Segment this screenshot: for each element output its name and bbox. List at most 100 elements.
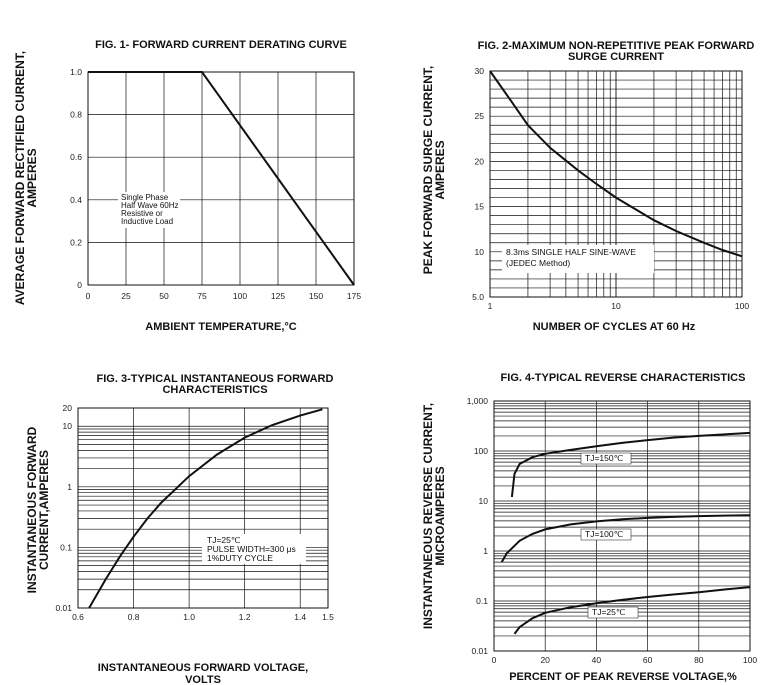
plot-frame	[493, 400, 751, 652]
y-tick-label: 1.0	[70, 67, 82, 77]
series-label: TJ=100℃	[585, 529, 624, 539]
y-axis-label: AMPERES	[433, 140, 447, 199]
chart-1: 0 25 50 75 100 125 150 175 0 0.2 0.4 0.6 0.8 1.0 FIG. …	[13, 39, 361, 333]
y-tick-label: 20	[475, 156, 485, 166]
series-label-box	[580, 528, 632, 541]
y-tick-label: 15	[475, 202, 485, 212]
x-tick-label: 50	[159, 291, 169, 301]
x-tick-label: 25	[121, 291, 131, 301]
annotation-text: PULSE WIDTH=300 μs	[207, 544, 296, 554]
y-axis-label: INSTANTANEOUS FORWARD	[25, 426, 39, 593]
series-line	[88, 408, 323, 609]
series-line	[500, 514, 751, 563]
annotation-text: Resistive or	[121, 209, 163, 218]
x-tick-label: 60	[643, 655, 653, 665]
x-tick-label: 0	[492, 655, 497, 665]
annotation-text: 1%DUTY CYCLE	[207, 553, 273, 563]
x-tick-label: 1.5	[322, 612, 334, 622]
y-tick-label: 0.01	[471, 646, 488, 656]
annotation-text: (JEDEC Method)	[506, 258, 570, 268]
series-line	[489, 70, 743, 258]
x-tick-label: 80	[694, 655, 704, 665]
y-tick-label: 25	[475, 111, 485, 121]
chart-4: 0 20 40 60 80 100 0.01 0.1 1 10 100 1,000 FIG. 4-TYP…	[421, 372, 757, 683]
y-tick-label: 10	[479, 496, 489, 506]
y-tick-label: 20	[63, 403, 73, 413]
annotation-text: Half Wave 60Hz	[121, 201, 179, 210]
x-tick-label: 1.2	[239, 612, 251, 622]
chart-title: FIG. 2-MAXIMUM NON-REPETITIVE PEAK FORWA…	[478, 40, 755, 52]
x-axis-label: NUMBER OF CYCLES AT 60 Hz	[533, 321, 696, 333]
y-tick-label: 5.0	[472, 292, 484, 302]
x-tick-label: 1.4	[294, 612, 306, 622]
y-tick-label: 0.1	[60, 542, 72, 552]
series-label-box	[587, 606, 639, 619]
y-tick-label: 0.1	[476, 596, 488, 606]
x-axis-label: VOLTS	[185, 674, 221, 685]
y-axis-label: AMPERES	[25, 148, 39, 207]
x-tick-label: 10	[611, 301, 621, 311]
chart-title: FIG. 4-TYPICAL REVERSE CHARACTERISTICS	[501, 372, 746, 384]
x-tick-label: 75	[197, 291, 207, 301]
x-tick-label: 100	[735, 301, 749, 311]
y-tick-label: 1,000	[467, 396, 489, 406]
y-tick-label: 0.2	[70, 237, 82, 247]
x-axis-label: INSTANTANEOUS FORWARD VOLTAGE,	[98, 662, 308, 674]
y-tick-label: 30	[475, 66, 485, 76]
annotation-text: Single Phase	[121, 193, 169, 202]
annotation-text: 8.3ms SINGLE HALF SINE-WAVE	[506, 247, 636, 257]
grid	[87, 71, 355, 286]
plot-frame	[489, 70, 743, 298]
y-tick-label: 0.8	[70, 110, 82, 120]
y-tick-label: 10	[63, 421, 73, 431]
y-tick-label: 10	[475, 247, 485, 257]
annotation-bg	[502, 245, 654, 273]
x-tick-label: 100	[743, 655, 757, 665]
grid	[77, 407, 329, 609]
annotation-text: Inductive Load	[121, 217, 173, 226]
x-axis-label: AMBIENT TEMPERATURE,°C	[145, 321, 297, 333]
chart-2: 1 10 100 5.0 10 15 20 25 30 FIG. 2-MAXIMUM NON-RE…	[421, 40, 754, 333]
y-axis-label: INSTANTANEOUS REVERSE CURRENT,	[421, 403, 435, 629]
x-tick-label: 125	[271, 291, 285, 301]
y-axis-label: MICROAMPERES	[433, 466, 447, 565]
x-tick-label: 0.8	[128, 612, 140, 622]
annotation-text: TJ=25℃	[207, 535, 241, 545]
annotation-bg	[202, 534, 306, 564]
series-line	[88, 71, 355, 286]
y-tick-label: 0.6	[70, 152, 82, 162]
chart-title: FIG. 3-TYPICAL INSTANTANEOUS FORWARD	[97, 373, 334, 385]
x-tick-label: 150	[309, 291, 323, 301]
chart-title: SURGE CURRENT	[568, 51, 664, 63]
chart-title: CHARACTERISTICS	[162, 384, 267, 396]
y-tick-label: 100	[474, 446, 488, 456]
series-label: TJ=150℃	[585, 453, 624, 463]
series-label: TJ=25℃	[592, 607, 626, 617]
x-axis-label: PERCENT OF PEAK REVERSE VOLTAGE,%	[509, 671, 737, 683]
y-tick-label: 1	[483, 546, 488, 556]
x-tick-label: 1	[488, 301, 493, 311]
plot-frame	[77, 407, 329, 609]
x-tick-label: 175	[347, 291, 361, 301]
series-line	[510, 431, 751, 498]
x-tick-label: 0	[86, 291, 91, 301]
chart-title: FIG. 1- FORWARD CURRENT DERATING CURVE	[95, 39, 347, 51]
x-tick-label: 0.6	[72, 612, 84, 622]
y-tick-label: 0.4	[70, 195, 82, 205]
y-tick-label: 1	[67, 482, 72, 492]
y-tick-label: 0	[77, 280, 82, 290]
y-tick-label: 0.01	[55, 603, 72, 613]
y-axis-label: AVERAGE FORWARD RECTIFIED CURRENT,	[13, 51, 27, 305]
annotation-bg	[118, 192, 180, 228]
x-tick-label: 1.0	[183, 612, 195, 622]
series-line	[513, 586, 751, 635]
x-tick-label: 20	[540, 655, 550, 665]
chart-3: 0.6 0.8 1.0 1.2 1.4 1.5 0.01 0.1 1 10 20 FIG. 3-TYP…	[25, 373, 334, 685]
series-label-box	[580, 452, 632, 465]
plot-frame	[87, 71, 355, 286]
x-tick-label: 100	[233, 291, 247, 301]
x-tick-label: 40	[592, 655, 602, 665]
y-axis-label: CURRENT,AMPERES	[37, 450, 51, 570]
y-axis-label: PEAK FORWARD SURGE CURRENT,	[421, 66, 435, 274]
